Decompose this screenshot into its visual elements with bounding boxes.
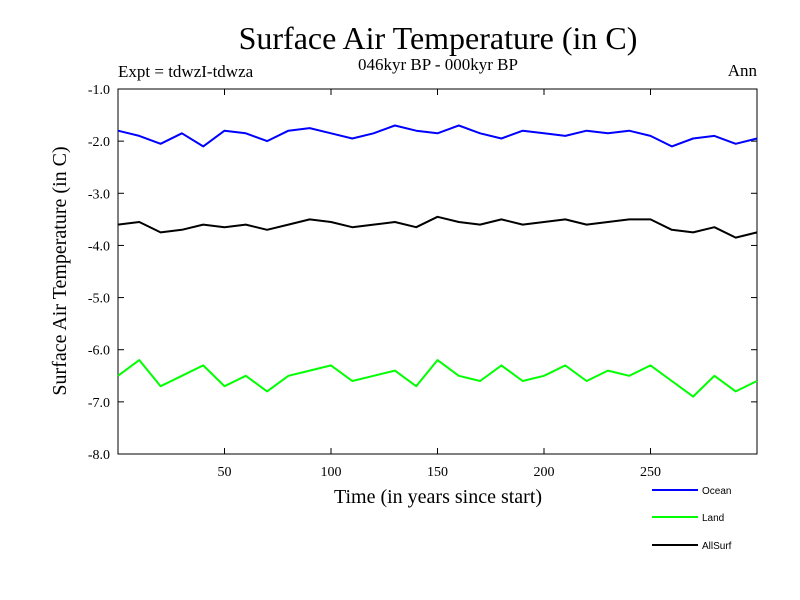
legend: Ocean Land AllSurf <box>652 486 732 552</box>
y-tick-label: -1.0 <box>88 83 110 98</box>
series-lines <box>117 124 758 398</box>
plot-frame <box>117 88 758 455</box>
y-tick-label: -8.0 <box>88 448 110 463</box>
legend-label-allsurf: AllSurf <box>702 541 732 552</box>
series-line-ocean <box>117 124 758 148</box>
y-tick-label: -2.0 <box>88 135 110 150</box>
x-axis-title: Time (in years since start) <box>334 486 542 508</box>
y-tick-label: -3.0 <box>88 187 110 202</box>
y-tick-label: -4.0 <box>88 239 110 254</box>
x-tick-label: 150 <box>427 465 448 480</box>
chart-title: Surface Air Temperature (in C) <box>239 20 638 56</box>
y-tick-label: -5.0 <box>88 292 110 307</box>
y-axis-title: Surface Air Temperature (in C) <box>49 146 71 395</box>
x-tick-label: 200 <box>534 465 555 480</box>
x-tick-label: 100 <box>321 465 342 480</box>
y-axis: -1.0 -2.0 -3.0 -4.0 -5.0 -6.0 -7.0 -8.0 <box>88 83 757 463</box>
chart-subtitle: 046kyr BP - 000kyr BP <box>358 55 518 74</box>
x-tick-label: 50 <box>218 465 232 480</box>
y-tick-label: -6.0 <box>88 344 110 359</box>
y-tick-label: -7.0 <box>88 396 110 411</box>
legend-label-land: Land <box>702 513 724 524</box>
series-line-allsurf <box>117 215 758 239</box>
series-line-land <box>117 359 758 398</box>
experiment-label: Expt = tdwzI-tdwza <box>118 62 254 81</box>
legend-label-ocean: Ocean <box>702 486 731 497</box>
x-tick-label: 250 <box>640 465 661 480</box>
x-axis: 50 100 150 200 250 <box>218 89 661 480</box>
period-label: Ann <box>728 61 758 80</box>
